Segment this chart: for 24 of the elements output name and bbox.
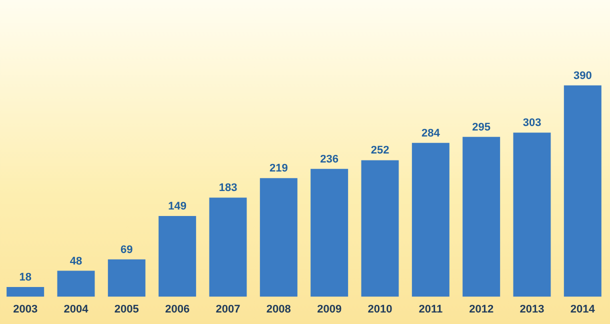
data-label: 149	[168, 200, 187, 213]
data-label: 303	[522, 117, 542, 130]
x-tick-label: 2006	[165, 303, 190, 316]
x-tick-label: 2008	[266, 303, 291, 316]
data-label: 295	[472, 121, 491, 134]
data-label: 18	[19, 272, 32, 284]
data-label: 183	[218, 182, 238, 194]
x-tick-label: 2005	[114, 303, 139, 316]
x-tick-label: 2012	[469, 303, 494, 316]
data-label: 252	[370, 144, 390, 157]
x-tick-label: 2013	[520, 303, 544, 316]
data-label: 284	[421, 127, 441, 140]
x-tick-label: 2011	[418, 303, 443, 316]
x-tick-label: 2014	[570, 303, 596, 316]
x-tick-label: 2007	[216, 303, 240, 316]
data-label: 236	[320, 153, 339, 166]
x-tick-label: 2010	[368, 303, 392, 316]
data-label: 219	[269, 162, 288, 175]
data-label: 69	[120, 244, 133, 256]
data-label: 390	[573, 70, 592, 82]
data-label: 48	[70, 255, 82, 268]
x-tick-label: 2003	[13, 303, 38, 316]
x-tick-label: 2009	[317, 303, 342, 316]
x-tick-label: 2004	[64, 303, 90, 316]
